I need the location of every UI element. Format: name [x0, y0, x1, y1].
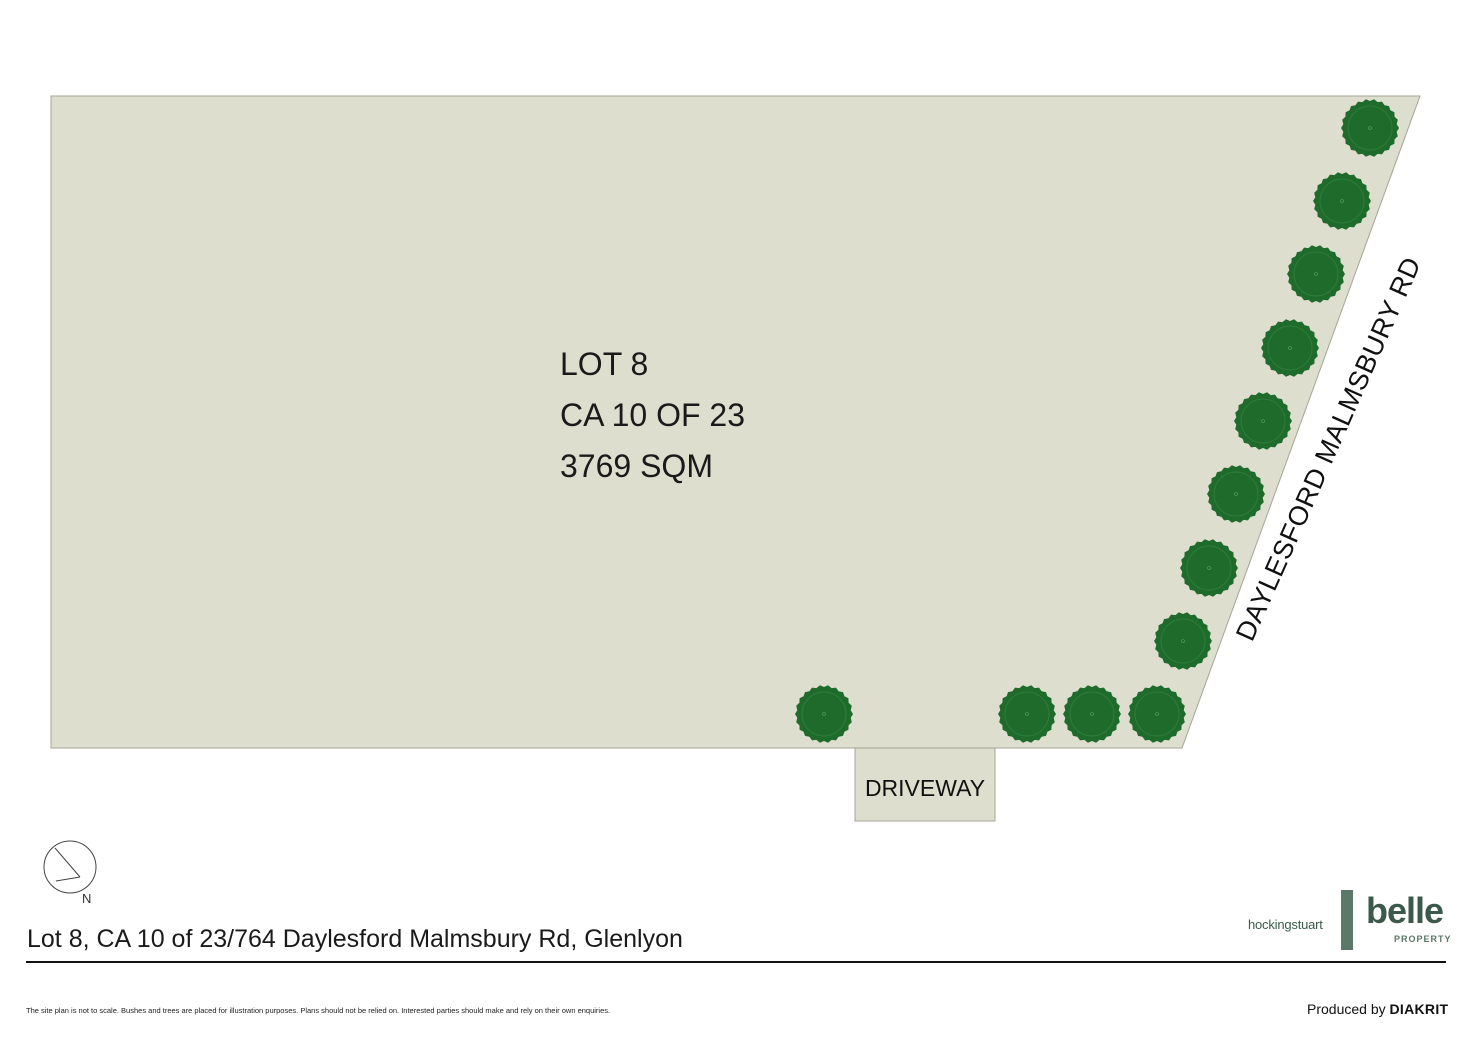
brand-logo-sub: PROPERTY [1394, 934, 1452, 944]
property-address: Lot 8, CA 10 of 23/764 Daylesford Malmsb… [27, 925, 683, 953]
tree-row [795, 99, 1399, 743]
tree-icon [1261, 319, 1319, 377]
brand-logo: belle [1366, 890, 1444, 931]
tree-icon [1287, 245, 1345, 303]
tree-icon [1128, 685, 1186, 743]
footer-divider [26, 961, 1446, 963]
compass-icon [43, 840, 97, 894]
tree-icon [1063, 685, 1121, 743]
lot-boundary [50, 95, 1421, 749]
disclaimer-text: The site plan is not to scale. Bushes an… [26, 1006, 611, 1015]
tree-icon [1313, 172, 1371, 230]
tree-icon [1180, 539, 1238, 597]
crown-allotment: CA 10 OF 23 [560, 397, 745, 433]
north-label: N [82, 891, 92, 906]
tree-icon [1207, 465, 1265, 523]
agency-logo: hockingstuart [1248, 917, 1323, 932]
tree-icon [1154, 612, 1212, 670]
driveway-label: DRIVEWAY [864, 775, 986, 801]
brand-logo-bar [1341, 890, 1353, 950]
tree-icon [998, 685, 1056, 743]
producer-logo: DIAKRIT [1389, 1001, 1449, 1017]
produced-by: Produced by DIAKRIT [1307, 1001, 1448, 1017]
lot-number: LOT 8 [560, 346, 649, 382]
lot-area: 3769 SQM [560, 448, 713, 484]
produced-by-label: Produced by [1307, 1001, 1386, 1017]
tree-icon [795, 685, 853, 743]
tree-icon [1341, 99, 1399, 157]
driveway-area [854, 747, 996, 822]
tree-icon [1234, 392, 1292, 450]
